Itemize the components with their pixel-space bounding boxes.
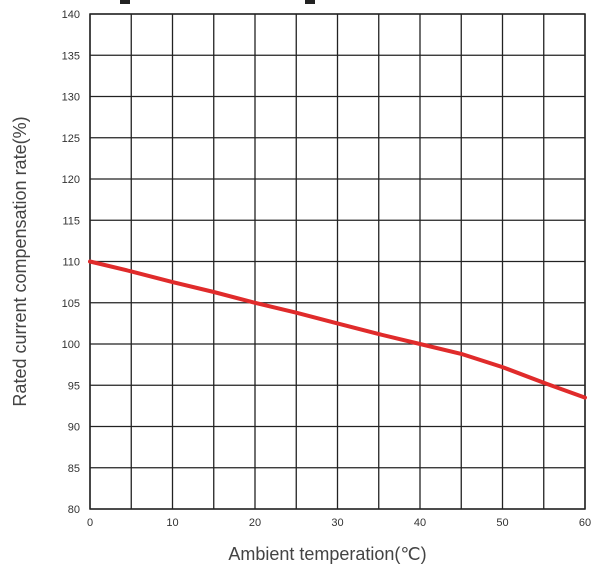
y-tick-label: 120 <box>62 174 80 186</box>
x-axis-label: Ambient temperation(℃) <box>228 544 426 564</box>
x-tick-label: 60 <box>579 517 591 529</box>
y-tick-label: 135 <box>62 50 80 62</box>
x-tick-label: 30 <box>331 517 343 529</box>
y-tick-label: 110 <box>62 257 80 269</box>
y-tick-label: 130 <box>62 92 80 104</box>
y-tick-label: 80 <box>68 504 80 516</box>
title-fragment <box>120 0 315 4</box>
x-axis-ticks: 0 10 20 30 40 50 60 <box>87 517 591 529</box>
x-tick-label: 50 <box>496 517 508 529</box>
y-tick-label: 140 <box>62 9 80 21</box>
y-tick-label: 100 <box>62 339 80 351</box>
series-line <box>88 259 587 400</box>
x-tick-label: 20 <box>249 517 261 529</box>
y-tick-label: 105 <box>62 298 80 310</box>
y-tick-label: 115 <box>62 215 80 227</box>
x-tick-label: 40 <box>414 517 426 529</box>
y-axis-label: Rated current compensation rate(%) <box>10 116 30 406</box>
x-tick-label: 10 <box>166 517 178 529</box>
y-axis-ticks: 80 85 90 95 100 105 110 115 120 125 130 135 140 <box>62 9 80 516</box>
y-tick-label: 85 <box>68 463 80 475</box>
y-tick-label: 125 <box>62 133 80 145</box>
y-tick-label: 90 <box>68 422 80 434</box>
x-tick-label: 0 <box>87 517 93 529</box>
grid <box>89 13 586 510</box>
y-tick-label: 95 <box>68 380 80 392</box>
